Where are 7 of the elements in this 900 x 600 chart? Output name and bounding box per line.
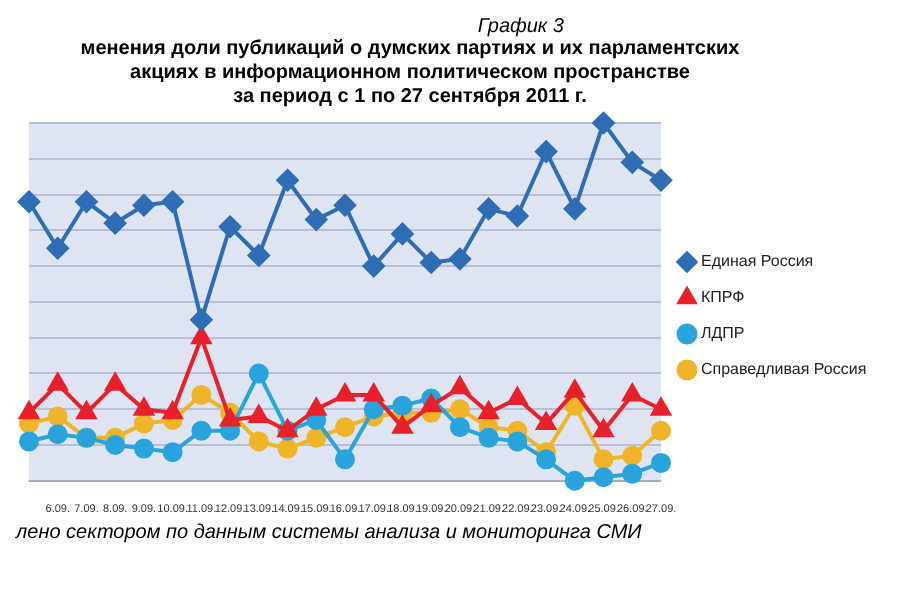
chart-subtitle: График 3 xyxy=(475,16,564,38)
legend-label: ЛДПР xyxy=(701,324,745,343)
legend-label: КПРФ xyxy=(701,288,745,307)
legend-label: Справедливая Россия xyxy=(701,360,867,379)
text: лено сектором по данным системы анализа и мониторинга СМИ xyxy=(16,522,644,544)
legend-label: Единая Россия xyxy=(701,252,814,271)
chart-title: менения доли публикаций о думских партиях и их парламентских акциях в информационном политическом пространстве за период с 1 по 27 сентября 2011 г. xyxy=(78,38,742,110)
